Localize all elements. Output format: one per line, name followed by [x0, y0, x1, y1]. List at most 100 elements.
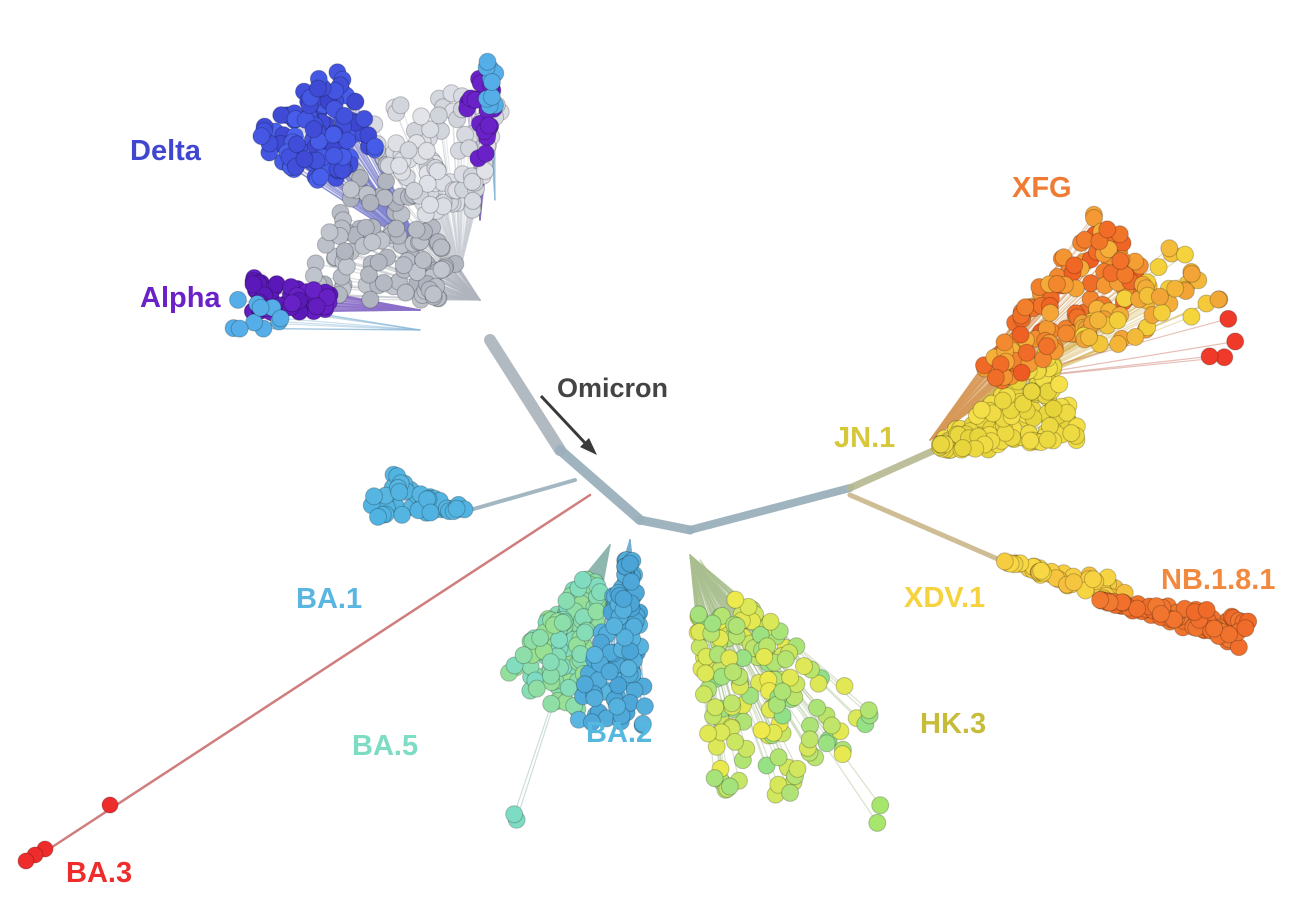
tree-tip: [1021, 431, 1040, 450]
tree-tip: [417, 141, 436, 160]
tree-tip: [739, 597, 758, 616]
tree-tip: [476, 144, 495, 163]
tree-tip: [1032, 561, 1051, 580]
tree-tip: [229, 290, 247, 309]
tree-branch: [689, 554, 721, 618]
tree-branch: [689, 554, 736, 601]
tree-branch: [929, 311, 1023, 441]
tree-tip: [390, 483, 409, 501]
tree-tip: [365, 487, 383, 506]
tree-tip: [369, 253, 388, 272]
tree-branch: [929, 379, 1003, 441]
tree-branch: [689, 554, 714, 625]
tree-tip: [1084, 570, 1102, 589]
trunk-branch: [555, 445, 645, 525]
tree-tip: [1236, 619, 1255, 638]
tree-branch: [440, 246, 481, 301]
tree-tip: [585, 689, 604, 708]
tree-tip: [1014, 394, 1033, 413]
tree-tip: [575, 675, 594, 694]
clade-labels: Delta Alpha Omicron BA.1 BA.5 BA.2 BA.3 …: [66, 135, 1275, 889]
tree-tip: [366, 137, 384, 156]
tree-branch: [324, 305, 421, 311]
tree-tip: [432, 238, 451, 257]
tree-tip: [1220, 625, 1238, 644]
omicron-arrow-line: [539, 394, 588, 446]
tree-tip: [421, 195, 440, 214]
tree-tip: [1065, 256, 1084, 275]
tree-tip: [1089, 311, 1108, 330]
tree-tip: [1050, 375, 1069, 394]
tree-tip: [1022, 382, 1041, 401]
label-ba2: BA.2: [586, 717, 652, 749]
tree-tip: [251, 298, 270, 317]
tree-tip: [722, 694, 741, 713]
tree-tip: [1091, 591, 1110, 609]
tree-tip: [527, 679, 546, 698]
tree-tip: [809, 674, 828, 693]
label-ba5: BA.5: [352, 730, 418, 762]
tree-branch: [929, 364, 985, 441]
tree-branch: [689, 554, 795, 783]
tree-tip: [1176, 245, 1194, 264]
tree-tip: [1152, 303, 1171, 322]
tree-tip: [608, 697, 627, 716]
tree-tip: [418, 174, 437, 193]
tree-branch: [979, 314, 1154, 401]
label-xdv1: XDV.1: [904, 582, 985, 614]
omicron-arrow-head-icon: [580, 438, 597, 455]
tree-tip: [696, 664, 715, 683]
tree-tip: [1205, 619, 1224, 638]
tree-tip: [542, 694, 561, 713]
tree-tip: [757, 756, 776, 775]
tree-tip: [359, 265, 378, 284]
tree-tip: [463, 191, 482, 210]
tree-tip: [868, 813, 887, 832]
tree-tips: [17, 52, 1258, 870]
tree-tip: [1128, 599, 1147, 618]
trunk-branch: [484, 334, 566, 456]
tree-tip: [478, 52, 497, 71]
tree-tip: [694, 685, 713, 704]
tree-tip: [447, 499, 466, 518]
tree-tip: [705, 769, 724, 788]
tree-tip: [432, 260, 451, 279]
tree-tip: [1017, 343, 1036, 362]
tree-tip: [377, 172, 395, 191]
tree-tip: [995, 333, 1014, 352]
tree-tip: [800, 730, 819, 749]
tree-tip: [994, 391, 1012, 410]
tree-tip: [396, 283, 415, 302]
tree-tip: [761, 612, 780, 631]
tree-tip: [615, 628, 634, 647]
tree-tip: [1047, 275, 1066, 293]
tree-tip: [399, 141, 418, 160]
tree-tip: [1166, 279, 1185, 298]
tree-annotations: [539, 394, 597, 455]
tree-tip: [788, 759, 807, 778]
tree-tip: [428, 162, 447, 181]
tree-tip: [1197, 600, 1216, 619]
tree-tip: [575, 623, 594, 642]
tree-tip: [412, 107, 431, 126]
tree-tip: [1149, 258, 1168, 277]
tree-tip: [429, 106, 448, 125]
tree-tip: [387, 219, 406, 238]
tree-tip: [553, 613, 572, 632]
tree-tip: [252, 127, 271, 146]
tree-tip: [230, 319, 249, 338]
tree-tip: [587, 602, 606, 621]
tree-tip: [795, 657, 813, 676]
tree-tip: [703, 614, 722, 633]
tree-tip: [324, 125, 343, 144]
tree-tip: [609, 676, 628, 695]
tree-tip: [390, 156, 409, 175]
tree-branch: [929, 306, 1026, 441]
label-hk3: HK.3: [920, 708, 986, 740]
tree-branch: [334, 257, 481, 301]
trunk-branch: [847, 492, 1003, 563]
tree-tip: [1037, 337, 1056, 356]
tree-tip: [808, 698, 827, 717]
tree-tip: [773, 682, 792, 701]
